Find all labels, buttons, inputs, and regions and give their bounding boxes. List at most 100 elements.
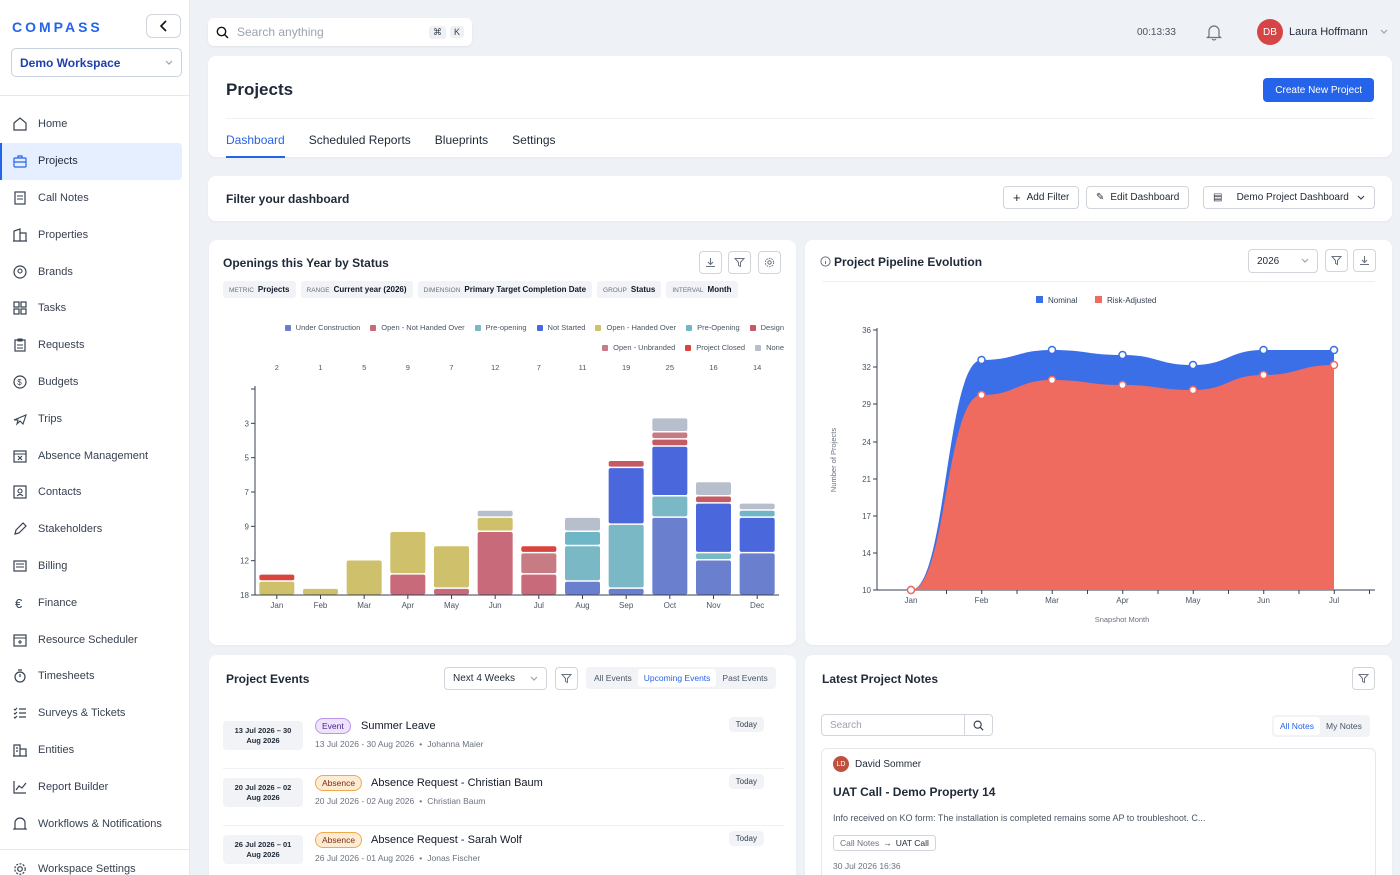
app-logo[interactable]: COMPASS bbox=[12, 19, 103, 35]
bar-segment bbox=[346, 560, 382, 595]
checklist-icon bbox=[12, 705, 28, 721]
sidebar-item-budgets[interactable]: $ Budgets bbox=[0, 364, 190, 401]
event-date-line: 20 Jul 2026 – 02 bbox=[234, 783, 292, 792]
sidebar-nav: Home Projects Call Notes Properties Brands Ta… bbox=[0, 106, 190, 842]
search-icon[interactable] bbox=[964, 715, 992, 735]
data-point bbox=[1118, 350, 1127, 360]
bar-total-label: 1 bbox=[318, 363, 322, 372]
sidebar-item-billing[interactable]: Billing bbox=[0, 548, 190, 585]
filter-button[interactable] bbox=[728, 251, 751, 274]
edit-dashboard-button[interactable]: ✎ Edit Dashboard bbox=[1086, 186, 1190, 209]
filter-button[interactable] bbox=[555, 667, 578, 690]
event-row[interactable]: 13 Jul 2026 – 30 Aug 2026 Event Summer Leav… bbox=[223, 712, 784, 769]
sidebar-item-resource-scheduler[interactable]: Resource Scheduler bbox=[0, 621, 190, 658]
bar-segment bbox=[390, 532, 426, 574]
event-subtitle: 20 Jul 2026 - 02 Aug 2026 • Christian Baum bbox=[315, 796, 485, 806]
tab-scheduled-reports[interactable]: Scheduled Reports bbox=[308, 133, 411, 147]
collapse-sidebar-button[interactable] bbox=[146, 14, 181, 38]
download-icon bbox=[1360, 256, 1369, 266]
pencil-icon: ✎ bbox=[1096, 192, 1105, 203]
legend-label: Risk-Adjusted bbox=[1107, 296, 1156, 305]
sidebar-item-entities[interactable]: Entities bbox=[0, 732, 190, 769]
note-card[interactable]: LD David Sommer UAT Call - Demo Property… bbox=[821, 748, 1376, 875]
sidebar-item-requests[interactable]: Requests bbox=[0, 327, 190, 364]
bar-segment bbox=[696, 503, 731, 552]
legend-item[interactable]: None bbox=[755, 343, 784, 352]
sidebar-item-stakeholders[interactable]: Stakeholders bbox=[0, 511, 190, 548]
global-search[interactable]: Search anything ⌘ K bbox=[208, 18, 472, 46]
create-project-button[interactable]: Create New Project bbox=[1263, 78, 1374, 102]
data-point bbox=[906, 585, 916, 595]
toggle-my-notes[interactable]: My Notes bbox=[1326, 721, 1362, 731]
tab-blueprints[interactable]: Blueprints bbox=[434, 133, 489, 147]
notes-search-input[interactable]: Search bbox=[830, 719, 862, 731]
tab-dashboard[interactable]: Dashboard bbox=[226, 133, 285, 158]
sidebar-item-properties[interactable]: Properties bbox=[0, 216, 190, 253]
sidebar-item-tasks[interactable]: Tasks bbox=[0, 290, 190, 327]
bar-segment bbox=[652, 446, 688, 495]
bar-segment bbox=[696, 482, 731, 495]
sidebar-item-finance[interactable]: € Finance bbox=[0, 584, 190, 621]
y-tick-label: 14 bbox=[862, 549, 871, 558]
sidebar-item-trips[interactable]: Trips bbox=[0, 400, 190, 437]
add-filter-button[interactable]: + Add Filter bbox=[1003, 186, 1080, 209]
download-button[interactable] bbox=[1353, 249, 1376, 272]
dashboard-select[interactable]: ▤ Demo Project Dashboard bbox=[1203, 186, 1375, 209]
event-row[interactable]: 20 Jul 2026 – 02 Aug 2026 Absence Absence R… bbox=[223, 769, 784, 826]
bar-total-label: 7 bbox=[537, 363, 541, 372]
sidebar-item-call-notes[interactable]: Call Notes bbox=[0, 180, 190, 217]
legend-item[interactable]: Open - Handed Over bbox=[595, 323, 676, 332]
search-input[interactable]: Search anything bbox=[237, 25, 324, 39]
sidebar-item-report-builder[interactable]: Report Builder bbox=[0, 768, 190, 805]
legend-item[interactable]: Open - Unbranded bbox=[602, 343, 675, 352]
home-icon bbox=[12, 116, 28, 132]
chip-key: INTERVAL bbox=[672, 287, 704, 294]
toggle-all-notes[interactable]: All Notes bbox=[1274, 717, 1321, 735]
sidebar-item-projects[interactable]: Projects bbox=[0, 142, 182, 180]
sidebar-item-timesheets[interactable]: Timesheets bbox=[0, 658, 190, 695]
legend-item[interactable]: Pre-opening bbox=[474, 323, 527, 332]
year-select[interactable]: 2026 bbox=[1248, 249, 1318, 273]
legend-item[interactable]: Open - Not Handed Over bbox=[370, 323, 465, 332]
sidebar-item-brands[interactable]: Brands bbox=[0, 253, 190, 290]
event-row[interactable]: 26 Jul 2026 – 01 Aug 2026 Absence Absence R… bbox=[223, 826, 784, 875]
bar-segment bbox=[434, 546, 469, 588]
bar-segment bbox=[652, 439, 688, 446]
download-button[interactable] bbox=[699, 251, 722, 274]
filter-button[interactable] bbox=[1325, 249, 1348, 272]
sidebar-item-absence-management[interactable]: Absence Management bbox=[0, 437, 190, 474]
event-filter-segment: All Events Upcoming Events Past Events bbox=[586, 667, 776, 689]
settings-button[interactable] bbox=[758, 251, 781, 274]
legend-swatch bbox=[685, 344, 692, 351]
legend-item[interactable]: Design bbox=[749, 323, 784, 332]
legend-swatch bbox=[595, 324, 602, 331]
event-date-line: Aug 2026 bbox=[246, 736, 280, 745]
sidebar-item-home[interactable]: Home bbox=[0, 106, 190, 143]
range-select[interactable]: Next 4 Weeks bbox=[444, 667, 547, 690]
sidebar-item-surveys-tickets[interactable]: Surveys & Tickets bbox=[0, 695, 190, 732]
legend-item[interactable]: Under Construction bbox=[284, 323, 360, 332]
legend-item[interactable]: Not Started bbox=[536, 323, 585, 332]
legend-item[interactable]: Project Closed bbox=[685, 343, 745, 352]
chevron-down-icon bbox=[1380, 29, 1388, 34]
chart-legend: Under Construction Open - Not Handed Over… bbox=[229, 323, 784, 363]
sidebar-item-contacts[interactable]: Contacts bbox=[0, 474, 190, 511]
event-date-range: 13 Jul 2026 - 30 Aug 2026 bbox=[315, 739, 415, 749]
segment-upcoming-events[interactable]: Upcoming Events bbox=[637, 669, 717, 687]
tab-settings[interactable]: Settings bbox=[512, 133, 556, 147]
y-tick-label: 3 bbox=[245, 419, 250, 428]
segment-all-events[interactable]: All Events bbox=[594, 673, 632, 683]
workspace-select[interactable]: Demo Workspace bbox=[11, 48, 182, 77]
sidebar-item-workspace-settings[interactable]: Workspace Settings bbox=[0, 851, 136, 875]
filter-title: Filter your dashboard bbox=[226, 192, 350, 206]
legend-item[interactable]: Pre-Opening bbox=[686, 323, 740, 332]
notifications-bell-icon[interactable] bbox=[1206, 24, 1222, 44]
note-breadcrumb[interactable]: Call Notes → UAT Call bbox=[833, 835, 936, 851]
chevron-down-icon bbox=[530, 676, 538, 681]
filter-button[interactable] bbox=[1352, 667, 1375, 690]
notes-search[interactable]: Search bbox=[821, 714, 993, 736]
segment-past-events[interactable]: Past Events bbox=[722, 673, 768, 683]
download-icon bbox=[706, 258, 715, 268]
user-menu[interactable]: DB Laura Hoffmann bbox=[1257, 19, 1388, 45]
sidebar-item-workflows-notifications[interactable]: Workflows & Notifications bbox=[0, 805, 190, 842]
